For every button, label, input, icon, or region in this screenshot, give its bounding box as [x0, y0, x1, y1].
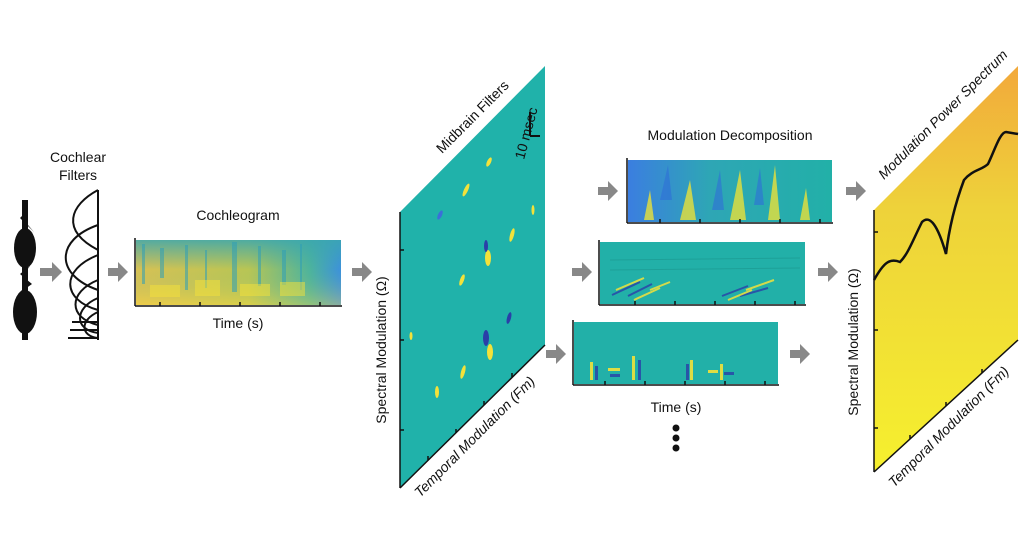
arrow-icon	[572, 262, 592, 282]
midbrain-filters-panel	[399, 66, 546, 489]
scale-bar-icon	[529, 112, 540, 137]
cochleogram-image	[136, 240, 341, 305]
arrow-icon	[790, 344, 810, 364]
arrow-icon	[546, 344, 566, 364]
arrow-icon	[598, 181, 618, 201]
time-axis-label: Time (s)	[213, 315, 264, 331]
arrow-icon	[40, 262, 62, 282]
modulation-power-spectrum-panel	[872, 66, 1019, 473]
midbrain-filter-blobs	[409, 157, 535, 398]
cochlear-filters-label-line1: Cochlear	[50, 149, 106, 165]
decomposition-panel-3	[572, 320, 779, 386]
cochlear-filters-label-line2: Filters	[59, 167, 97, 183]
mps-spectral-modulation-label: Spectral Modulation (Ω)	[845, 268, 861, 415]
arrow-icon	[818, 262, 838, 282]
spectral-modulation-label: Spectral Modulation (Ω)	[373, 276, 389, 423]
cochlear-filters-icon	[64, 189, 99, 340]
modulation-decomposition-title: Modulation Decomposition	[648, 127, 813, 143]
cochleogram-title: Cochleogram	[196, 207, 279, 223]
more-rows-ellipsis-icon	[672, 424, 680, 452]
arrow-icon	[846, 181, 866, 201]
decomposition-panel-2	[598, 240, 806, 306]
mps-curve	[872, 130, 1019, 281]
arrow-icon	[108, 262, 128, 282]
arrow-icon	[352, 262, 372, 282]
decomposition-panel-1	[626, 158, 833, 224]
cochleogram-axes	[134, 238, 342, 307]
waveform-icon	[13, 196, 37, 340]
decomposition-time-axis-label: Time (s)	[651, 399, 702, 415]
